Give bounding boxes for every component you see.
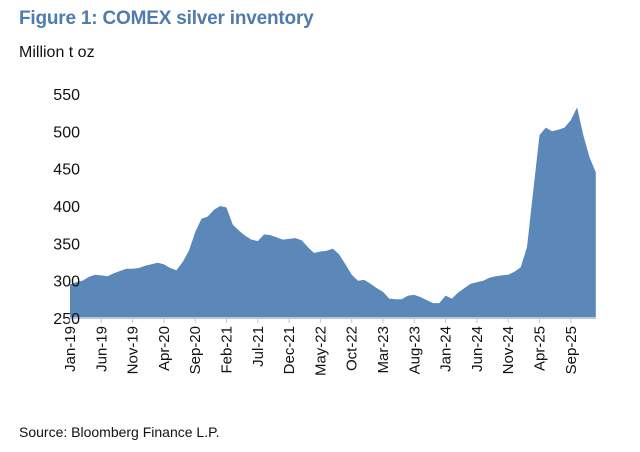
x-tick-label: Jan-24 <box>438 326 455 372</box>
y-tick-label: 550 <box>53 87 80 104</box>
x-tick-label: Jun-19 <box>93 326 110 372</box>
y-tick-label: 400 <box>53 199 80 216</box>
x-tick-label: Apr-25 <box>532 326 549 371</box>
source-note: Source: Bloomberg Finance L.P. <box>19 424 220 440</box>
x-tick-label: Aug-23 <box>406 326 423 374</box>
x-tick-label: Apr-20 <box>156 326 173 371</box>
area-series <box>70 107 596 319</box>
y-tick-label: 300 <box>53 274 80 291</box>
x-tick-label: May-22 <box>312 326 329 376</box>
x-tick-label: Sep-20 <box>187 326 204 374</box>
y-tick-label: 450 <box>53 162 80 179</box>
x-tick-label: Dec-21 <box>281 326 298 374</box>
y-tick-label: 250 <box>53 311 80 328</box>
x-tick-label: Sep-25 <box>563 326 580 374</box>
x-tick-label: Jul-21 <box>250 326 267 367</box>
x-tick-label: Jun-24 <box>469 326 486 372</box>
chart-title: Figure 1: COMEX silver inventory <box>19 8 314 29</box>
x-tick-label: Jan-19 <box>62 326 79 372</box>
x-tick-label: Nov-24 <box>500 326 517 374</box>
x-tick-label: Oct-22 <box>344 326 361 371</box>
x-tick-label: Feb-21 <box>219 326 236 374</box>
y-tick-label: 350 <box>53 236 80 253</box>
x-tick-label: Mar-23 <box>375 326 392 374</box>
y-axis-label: Million t oz <box>19 44 95 61</box>
y-tick-label: 500 <box>53 124 80 141</box>
x-tick-label: Nov-19 <box>125 326 142 374</box>
